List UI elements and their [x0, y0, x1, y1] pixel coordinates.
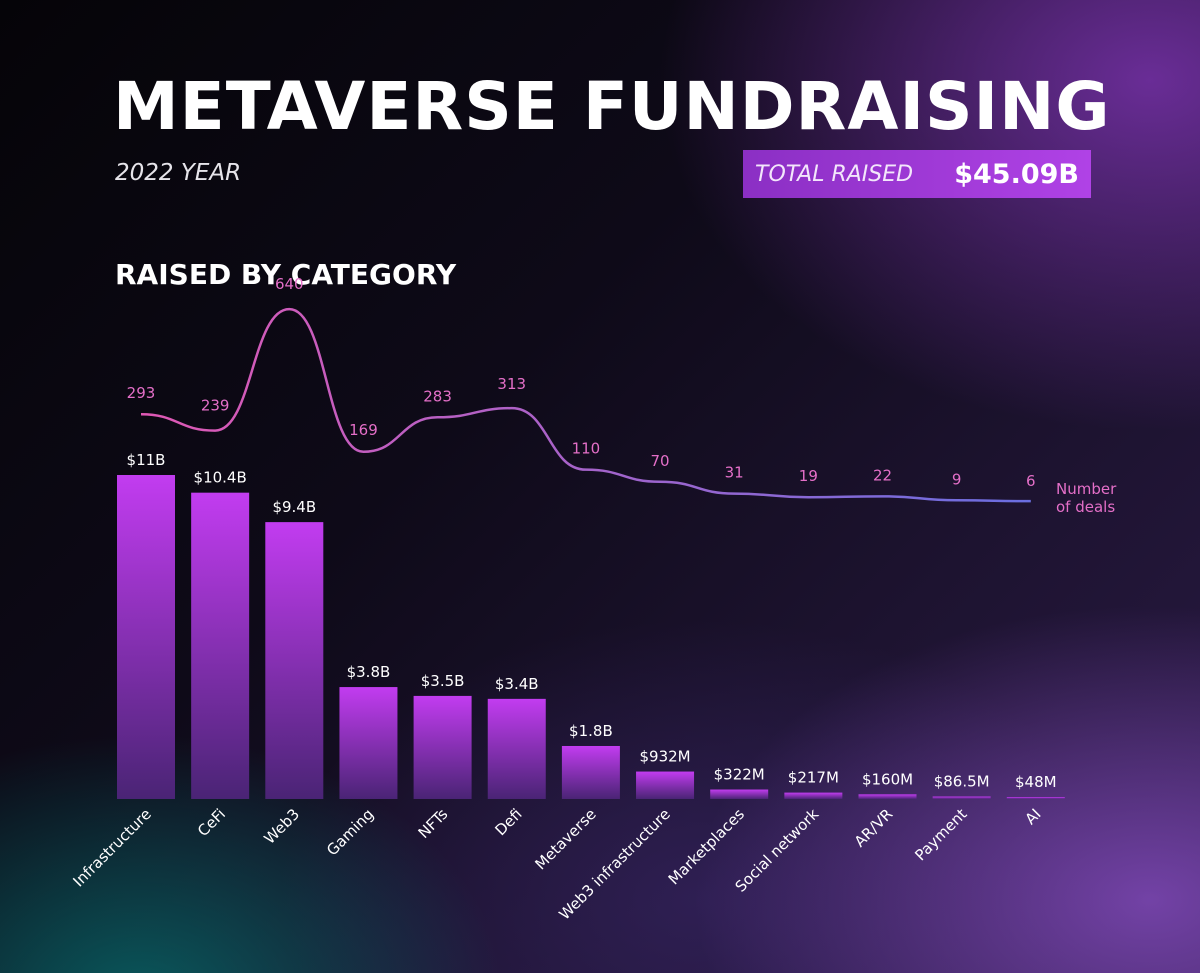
- category-label: AR/VR: [851, 805, 897, 851]
- bar-web3-infrastructure: [636, 771, 695, 799]
- category-label: CeFi: [194, 805, 229, 840]
- bar-defi: [487, 698, 546, 799]
- deals-value-label: 9: [952, 470, 962, 488]
- bar-marketplaces: [710, 789, 769, 799]
- category-label: Marketplaces: [665, 805, 748, 888]
- category-label: Defi: [491, 805, 525, 839]
- bar-nfts: [413, 695, 472, 799]
- total-raised-label: TOTAL RAISED: [755, 161, 914, 187]
- deals-value-label: 293: [127, 384, 156, 402]
- year-subtitle: 2022 YEAR: [115, 160, 242, 186]
- total-raised-badge: TOTAL RAISED $45.09B: [743, 150, 1091, 198]
- bar-value-label: $322M: [714, 766, 765, 784]
- deals-line: [140, 307, 1031, 503]
- deals-value-label: 19: [799, 467, 818, 485]
- bar-web3: [265, 522, 324, 799]
- bar-value-label: $160M: [862, 770, 913, 788]
- deals-value-label: 6: [1026, 472, 1036, 490]
- deals-value-label: 313: [497, 375, 526, 393]
- bar-value-label: $11B: [127, 451, 166, 469]
- bar-value-label: $48M: [1015, 773, 1057, 791]
- bar-ar-vr: [858, 794, 917, 799]
- deals-value-label: 110: [572, 440, 601, 458]
- deals-value-label: 283: [423, 387, 452, 405]
- bar-ai: [1006, 797, 1065, 799]
- category-label: Web3: [261, 805, 304, 848]
- deals-value-label: 70: [651, 452, 670, 470]
- bar-metaverse: [561, 745, 620, 799]
- category-label: NFTs: [415, 805, 452, 842]
- bar-value-label: $1.8B: [569, 722, 613, 740]
- category-label: Payment: [911, 805, 970, 864]
- deals-value-label: 22: [873, 466, 892, 484]
- total-raised-value: $45.09B: [954, 158, 1079, 190]
- deals-value-label: 239: [201, 397, 230, 415]
- bar-payment: [932, 796, 991, 799]
- deals-legend-label: Number of deals: [1056, 480, 1117, 516]
- bar-cefi: [191, 492, 250, 799]
- category-label: Gaming: [323, 805, 377, 859]
- section-title: RAISED BY CATEGORY: [115, 258, 457, 291]
- category-label: AI: [1022, 805, 1045, 828]
- bar-value-label: $9.4B: [272, 498, 316, 516]
- category-label: Metaverse: [531, 805, 599, 873]
- bar-value-label: $3.5B: [421, 672, 465, 690]
- bar-value-label: $86.5M: [934, 772, 990, 790]
- deals-value-label: 31: [725, 464, 744, 482]
- bar-value-label: $3.8B: [347, 663, 391, 681]
- bar-value-label: $217M: [788, 769, 839, 787]
- deals-value-label: 640: [275, 275, 304, 293]
- bar-value-label: $3.4B: [495, 675, 539, 693]
- bar-gaming: [339, 687, 398, 799]
- bar-value-label: $932M: [639, 748, 690, 766]
- deals-value-label: 169: [349, 421, 378, 439]
- bar-social-network: [784, 792, 843, 799]
- bar-value-label: $10.4B: [194, 469, 247, 487]
- category-label: Infrastructure: [70, 805, 155, 890]
- bar-infrastructure: [117, 475, 175, 799]
- page-title: METAVERSE FUNDRAISING: [113, 68, 1111, 145]
